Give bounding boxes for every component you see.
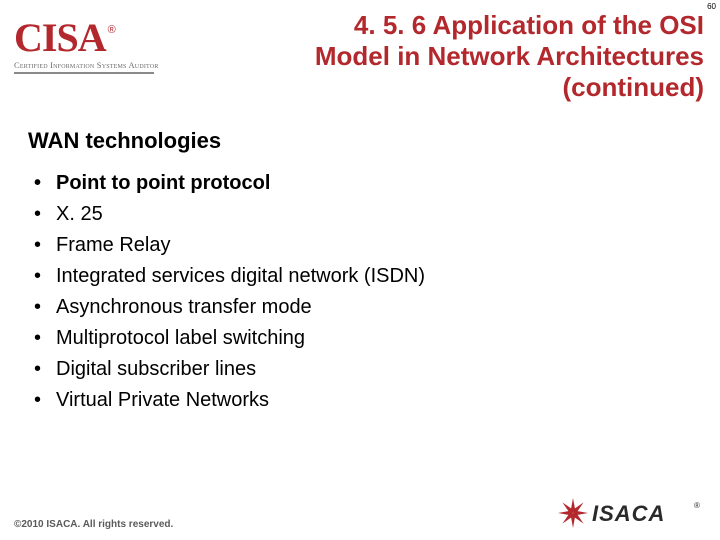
cisa-logo-rule xyxy=(14,72,154,74)
footer: ©2010 ISACA. All rights reserved. I xyxy=(14,496,706,530)
list-item: Virtual Private Networks xyxy=(32,385,690,416)
list-item: Multiprotocol label switching xyxy=(32,323,690,354)
subheading: WAN technologies xyxy=(28,128,690,154)
cisa-logo-text: CISA xyxy=(14,18,106,58)
list-item: Digital subscriber lines xyxy=(32,354,690,385)
isaca-logo-svg: ISACA ® xyxy=(556,496,706,530)
list-item: Frame Relay xyxy=(32,230,690,261)
slide: 60 CISA ® Certified Information Systems … xyxy=(0,0,720,540)
page-number: 60 xyxy=(707,2,716,11)
registered-mark: ® xyxy=(694,501,700,510)
list-item: X. 25 xyxy=(32,199,690,230)
cisa-logo-subtitle: Certified Information Systems Auditor xyxy=(14,60,194,70)
title-line: 4. 5. 6 Application of the OSI xyxy=(194,10,704,41)
bullet-list: Point to point protocol X. 25 Frame Rela… xyxy=(28,168,690,416)
isaca-logo: ISACA ® xyxy=(556,496,706,530)
content-area: WAN technologies Point to point protocol… xyxy=(0,104,720,416)
list-item: Integrated services digital network (ISD… xyxy=(32,261,690,292)
cisa-logo: CISA ® xyxy=(14,18,194,58)
list-item: Point to point protocol xyxy=(32,168,690,199)
copyright-text: ©2010 ISACA. All rights reserved. xyxy=(14,519,173,530)
registered-mark: ® xyxy=(108,24,116,36)
slide-title: 4. 5. 6 Application of the OSI Model in … xyxy=(194,10,706,104)
isaca-logo-text: ISACA xyxy=(592,501,665,526)
title-line: (continued) xyxy=(194,72,704,103)
title-line: Model in Network Architectures xyxy=(194,41,704,72)
cisa-logo-block: CISA ® Certified Information Systems Aud… xyxy=(14,10,194,74)
header: CISA ® Certified Information Systems Aud… xyxy=(0,0,720,104)
list-item: Asynchronous transfer mode xyxy=(32,292,690,323)
burst-icon xyxy=(558,498,588,528)
